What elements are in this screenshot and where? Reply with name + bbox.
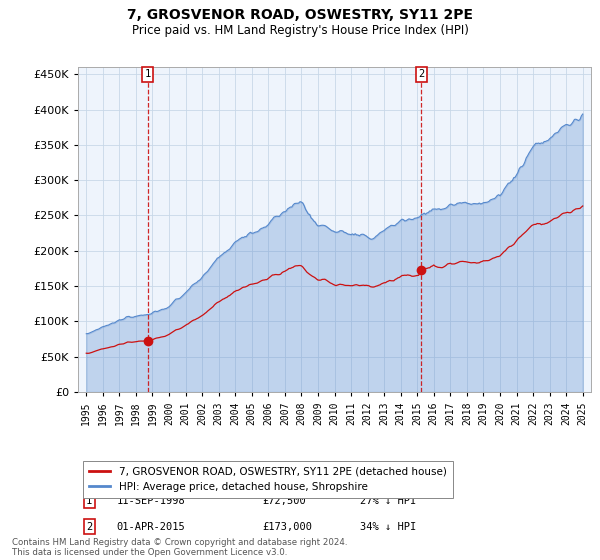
Text: Price paid vs. HM Land Registry's House Price Index (HPI): Price paid vs. HM Land Registry's House … (131, 24, 469, 37)
Text: 34% ↓ HPI: 34% ↓ HPI (360, 522, 416, 532)
Text: 1: 1 (86, 496, 92, 506)
Text: 11-SEP-1998: 11-SEP-1998 (116, 496, 185, 506)
Text: Contains HM Land Registry data © Crown copyright and database right 2024.
This d: Contains HM Land Registry data © Crown c… (12, 538, 347, 557)
Text: 7, GROSVENOR ROAD, OSWESTRY, SY11 2PE: 7, GROSVENOR ROAD, OSWESTRY, SY11 2PE (127, 8, 473, 22)
Text: 1: 1 (145, 69, 151, 80)
Text: £72,500: £72,500 (263, 496, 307, 506)
Text: 2: 2 (418, 69, 425, 80)
Text: £173,000: £173,000 (263, 522, 313, 532)
Legend: 7, GROSVENOR ROAD, OSWESTRY, SY11 2PE (detached house), HPI: Average price, deta: 7, GROSVENOR ROAD, OSWESTRY, SY11 2PE (d… (83, 460, 453, 498)
Text: 27% ↓ HPI: 27% ↓ HPI (360, 496, 416, 506)
Text: 01-APR-2015: 01-APR-2015 (116, 522, 185, 532)
Text: 2: 2 (86, 522, 92, 532)
